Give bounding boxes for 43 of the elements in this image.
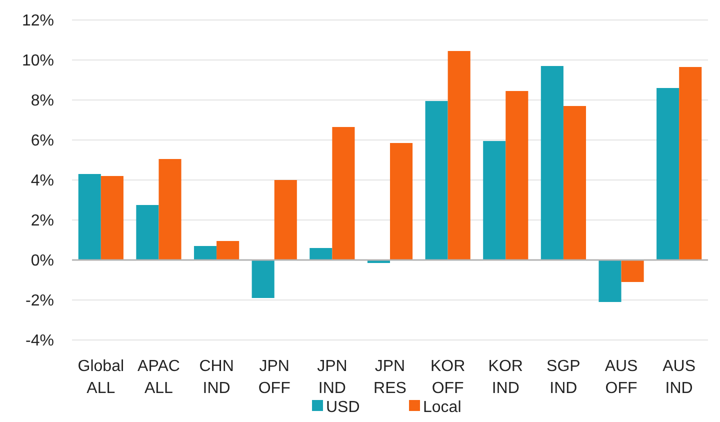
bar (136, 205, 159, 260)
legend-label: USD (326, 399, 360, 416)
x-tick-label: AUS IND (662, 358, 696, 397)
bar (78, 174, 101, 260)
x-tick-label: JPN IND (317, 358, 348, 397)
bar (100, 176, 124, 260)
bar (540, 66, 564, 260)
y-tick-label: 12% (22, 12, 54, 30)
x-tick-label: AUS OFF (604, 358, 638, 397)
bar (310, 248, 332, 260)
y-tick-label: 8% (30, 92, 54, 110)
bar (390, 143, 413, 260)
y-tick-label: 0% (30, 252, 54, 270)
bar (216, 241, 240, 260)
x-tick-label: KOR IND (488, 358, 523, 397)
bar (598, 260, 622, 302)
bar (158, 159, 182, 260)
x-tick-label: JPN OFF (258, 358, 291, 397)
bar (252, 260, 274, 298)
legend-label: Local (423, 399, 462, 416)
x-tick-label: CHN IND (199, 358, 234, 397)
y-tick-label: -2% (26, 292, 54, 310)
x-tick-label: SGP IND (546, 358, 580, 397)
bar (332, 127, 355, 260)
y-tick-label: 10% (22, 52, 54, 70)
x-tick-label: KOR OFF (430, 358, 466, 397)
bar (621, 260, 644, 282)
bar (563, 106, 586, 260)
bar (679, 67, 702, 260)
x-tick-label: APAC ALL (138, 358, 180, 397)
bar (274, 180, 297, 260)
y-tick-label: 6% (30, 132, 54, 150)
y-tick-label: -4% (26, 332, 54, 350)
bar (506, 91, 528, 260)
bar (656, 88, 680, 260)
bar (194, 246, 217, 260)
y-tick-label: 4% (30, 172, 54, 190)
y-tick-label: 2% (30, 212, 54, 230)
x-tick-label: Global ALL (78, 358, 124, 397)
bar (425, 101, 448, 260)
bar (483, 141, 506, 260)
bar (448, 51, 470, 260)
x-tick-label: JPN RES (374, 358, 406, 397)
